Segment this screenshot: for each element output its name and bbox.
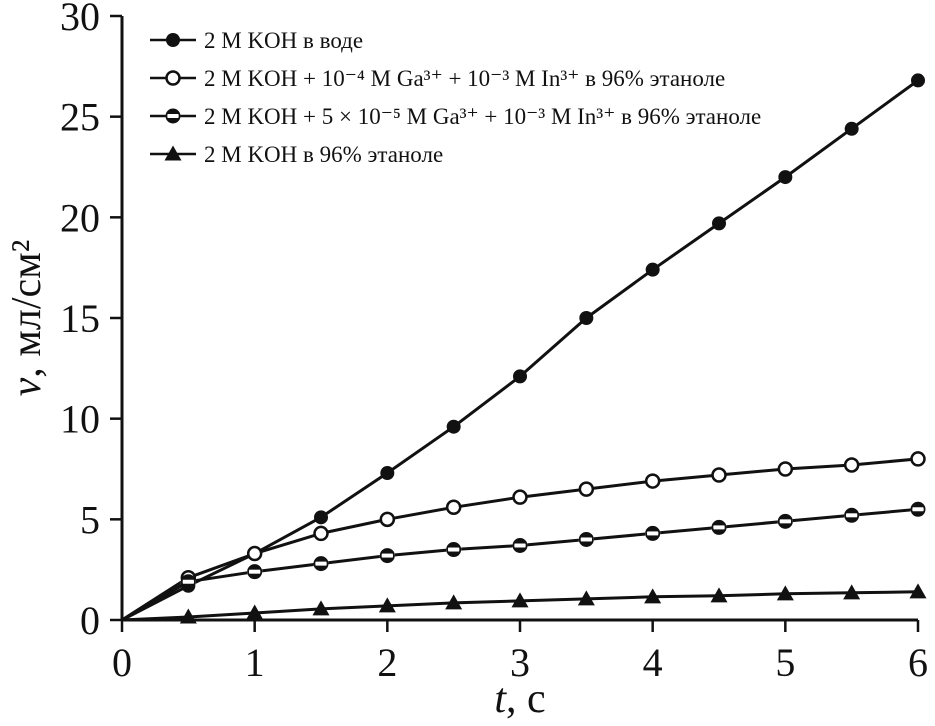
data-point-marker	[843, 457, 860, 473]
x-tick-label: 4	[643, 640, 663, 685]
legend-item: 2 M KOH + 5 × 10⁻⁵ M Ga³⁺ + 10⁻³ M In³⁺ …	[150, 104, 761, 129]
y-tick-label: 15	[60, 296, 100, 341]
data-point-marker	[513, 369, 527, 384]
data-point-marker	[246, 545, 263, 562]
legend-label: 2 M KOH в 96% этаноле	[204, 142, 443, 167]
x-tick-label: 3	[510, 640, 530, 685]
x-axis-label: t, с	[494, 676, 545, 722]
data-point-marker	[711, 467, 727, 483]
data-point-marker	[910, 451, 926, 467]
data-point-marker	[246, 604, 264, 620]
y-tick-label: 5	[80, 497, 100, 542]
y-tick-label: 0	[80, 598, 100, 643]
data-point-marker	[844, 121, 859, 136]
data-point-marker	[380, 466, 395, 481]
data-point-marker	[776, 585, 794, 601]
data-point-marker	[579, 311, 594, 325]
data-point-marker	[578, 481, 595, 497]
data-point-marker	[379, 511, 396, 528]
series-2	[121, 501, 926, 622]
data-point-marker	[179, 608, 197, 624]
data-point-marker	[314, 510, 328, 525]
legend-item: 2 M KOH в 96% этаноле	[150, 142, 443, 167]
legend-label: 2 M KOH + 5 × 10⁻⁵ M Ga³⁺ + 10⁻³ M In³⁺ …	[204, 104, 761, 129]
legend-label: 2 M KOH + 10⁻⁴ M Ga³⁺ + 10⁻³ M In³⁺ в 96…	[204, 66, 725, 91]
data-point-marker	[644, 473, 661, 489]
data-point-marker	[911, 73, 925, 88]
data-point-marker	[777, 461, 794, 477]
x-tick-label: 6	[908, 640, 928, 685]
data-point-marker	[165, 70, 181, 86]
y-axis-label: v, мл/см²	[4, 240, 50, 397]
series-1	[121, 451, 926, 622]
data-point-marker	[445, 499, 462, 516]
data-point-marker	[577, 590, 595, 606]
series-3	[121, 583, 927, 624]
x-tick-label: 1	[245, 640, 265, 685]
data-point-marker	[909, 583, 927, 599]
data-point-marker	[312, 600, 330, 616]
x-tick-label: 0	[112, 640, 132, 685]
data-point-marker	[378, 597, 396, 613]
data-point-marker	[644, 588, 662, 604]
data-point-marker	[446, 419, 461, 434]
data-point-marker	[512, 489, 528, 505]
data-point-marker	[645, 262, 660, 277]
data-point-marker	[511, 592, 529, 608]
data-point-marker	[445, 594, 463, 610]
y-tick-label: 10	[60, 397, 100, 442]
legend: 2 M KOH в воде 2 M KOH + 10⁻⁴ M Ga³⁺ + 10…	[150, 28, 761, 167]
legend-item: 2 M KOH в воде	[150, 28, 363, 53]
legend-label: 2 M KOH в воде	[204, 28, 363, 53]
tick-labels: 0 5 10 15 20 25 30 0 1 2 3 4 5 6	[60, 0, 928, 685]
legend-item: 2 M KOH + 10⁻⁴ M Ga³⁺ + 10⁻³ M In³⁺ в 96…	[150, 66, 725, 91]
tick-marks	[110, 14, 920, 632]
x-tick-label: 2	[377, 640, 397, 685]
data-point-marker	[164, 145, 182, 161]
x-tick-label: 5	[775, 640, 795, 685]
data-point-marker	[712, 216, 726, 231]
data-point-marker	[710, 587, 728, 603]
data-point-marker	[843, 584, 861, 600]
y-tick-label: 30	[60, 0, 100, 39]
y-tick-label: 25	[60, 95, 100, 140]
y-tick-label: 20	[60, 195, 100, 240]
data-point-marker	[313, 525, 329, 542]
data-point-marker	[166, 33, 180, 47]
data-point-marker	[778, 170, 793, 185]
